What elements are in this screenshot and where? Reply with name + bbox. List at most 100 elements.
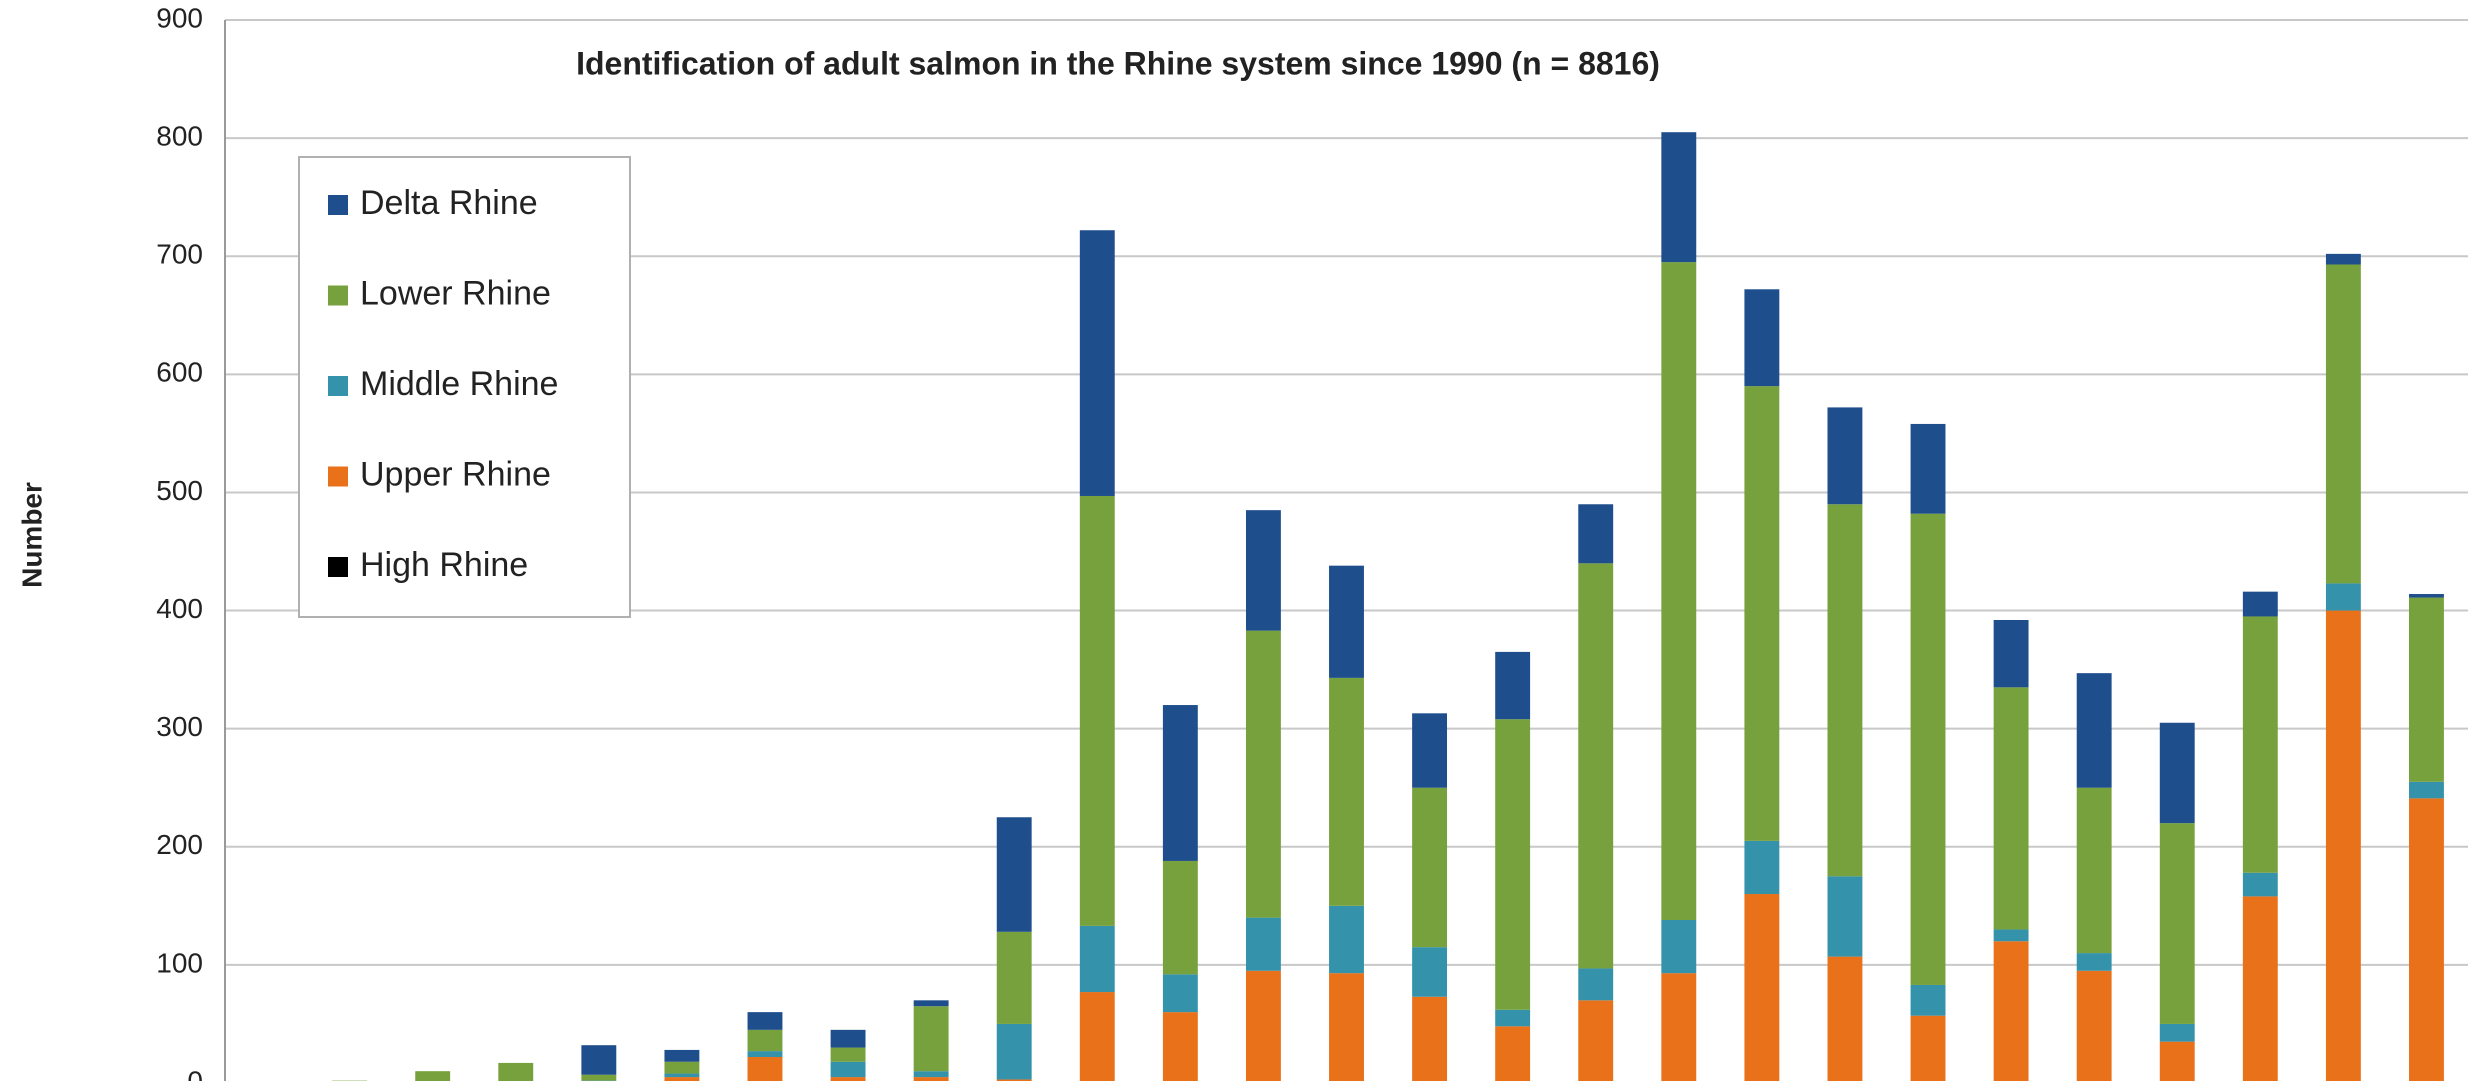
bar-segment <box>2159 823 2195 1024</box>
bar-segment <box>1495 1009 1531 1027</box>
bar-segment <box>996 931 1032 1024</box>
bar-segment <box>1495 651 1531 720</box>
bar-segment <box>2242 616 2278 873</box>
bar-segment <box>2409 594 2444 598</box>
bar-segment <box>913 1006 949 1072</box>
bar-segment <box>1578 968 1614 1001</box>
bar-segment <box>498 1062 534 1081</box>
bar-segment <box>1910 984 1946 1016</box>
bar-segment <box>1412 996 1448 1081</box>
bar-segment <box>1827 407 1863 505</box>
legend-label: Upper Rhine <box>360 455 551 493</box>
bar-segment <box>1910 1015 1946 1081</box>
bar-segment <box>830 1047 866 1062</box>
legend: Delta Rhine Lower Rhine Middle Rhine Upper … <box>298 156 631 618</box>
bar-segment <box>2076 673 2112 788</box>
chart-title: Identification of adult salmon in the Rh… <box>576 45 1660 81</box>
legend-label: High Rhine <box>360 546 528 584</box>
bar-segment <box>1993 941 2029 1081</box>
bar-segment <box>1162 705 1198 861</box>
bar-segment <box>2325 583 2361 611</box>
bar-segment <box>747 1057 783 1081</box>
bar-segment <box>1661 973 1697 1081</box>
bar-segment <box>1162 860 1198 975</box>
legend-swatch <box>328 466 348 487</box>
bar-segment <box>1245 970 1281 1081</box>
y-axis-label: Number <box>16 482 47 588</box>
bar-segment <box>1412 787 1448 948</box>
bar-segment <box>1079 230 1115 496</box>
bar-segment <box>1744 386 1780 841</box>
bar-segment <box>996 1023 1032 1080</box>
bar-segment <box>581 1045 617 1075</box>
bar-segment <box>1993 620 2029 688</box>
bar-segment <box>2076 970 2112 1081</box>
bar-segment <box>2325 253 2361 265</box>
bar-segment <box>2076 953 2112 971</box>
bar-segment <box>581 1074 617 1081</box>
bar-segment <box>2242 591 2278 617</box>
bar-segment <box>2159 1041 2195 1081</box>
bar-segment <box>1162 1012 1198 1081</box>
bar-segment <box>830 1077 866 1081</box>
bar-segment <box>1827 956 1863 1081</box>
y-tick-label: 700 <box>156 239 203 270</box>
bar-segment <box>2076 787 2112 954</box>
y-tick-label: 200 <box>156 829 203 860</box>
bar-segment <box>1827 876 1863 957</box>
y-tick-label: 500 <box>156 475 203 506</box>
bar-segment <box>1079 925 1115 993</box>
y-tick-label: 900 <box>156 2 203 33</box>
bar-segment <box>1079 495 1115 926</box>
bar-segment <box>996 817 1032 932</box>
legend-swatch <box>328 557 348 577</box>
bar-segment <box>1245 630 1281 918</box>
bar-segment <box>1744 840 1780 895</box>
bar-segment <box>1329 905 1364 974</box>
bar-segment <box>1162 974 1198 1013</box>
bar-segment <box>2409 781 2444 799</box>
bar-segment <box>1993 687 2029 930</box>
bar-segment <box>2409 597 2444 782</box>
bar-segment <box>1661 920 1697 974</box>
bar-segment <box>747 1029 783 1052</box>
legend-swatch <box>328 195 348 215</box>
legend-box <box>298 156 631 618</box>
y-tick-label: 0 <box>187 1065 203 1081</box>
bar-segment <box>2409 798 2444 1081</box>
bar-segment <box>830 1029 866 1048</box>
bar-segment <box>830 1061 866 1078</box>
bar-segment <box>1910 423 1946 514</box>
bar-segment <box>1744 289 1780 387</box>
bar-segment <box>664 1073 700 1078</box>
y-tick-label: 800 <box>156 121 203 152</box>
bar-segment <box>664 1049 700 1062</box>
y-tick-label: 300 <box>156 711 203 742</box>
bar-segment <box>2242 872 2278 897</box>
legend-label: Lower Rhine <box>360 274 551 312</box>
bar-segment <box>1661 132 1697 263</box>
y-tick-label: 600 <box>156 357 203 388</box>
bar-segment <box>1578 563 1614 969</box>
bar-segment <box>2325 610 2361 1081</box>
bar-segment <box>1245 510 1281 631</box>
bar-segment <box>1578 1000 1614 1081</box>
bar-segment <box>1910 513 1946 985</box>
bar-segment <box>2325 264 2361 584</box>
bar-segment <box>1993 929 2029 942</box>
bar-segment <box>1245 917 1281 971</box>
bar-segment <box>415 1071 451 1081</box>
bar-segment <box>747 1051 783 1058</box>
bar-segment <box>1079 992 1115 1081</box>
bar-segment <box>1661 262 1697 921</box>
bar-segment <box>2159 1023 2195 1042</box>
bar-segment <box>913 1000 949 1007</box>
legend-swatch <box>328 285 348 306</box>
bar-segment <box>1329 677 1364 906</box>
bar-segment <box>1495 1026 1531 1081</box>
bar-segment <box>996 1079 1032 1081</box>
bar-segment <box>1412 947 1448 997</box>
bar-segment <box>664 1061 700 1074</box>
bar-segment <box>1495 719 1531 1010</box>
